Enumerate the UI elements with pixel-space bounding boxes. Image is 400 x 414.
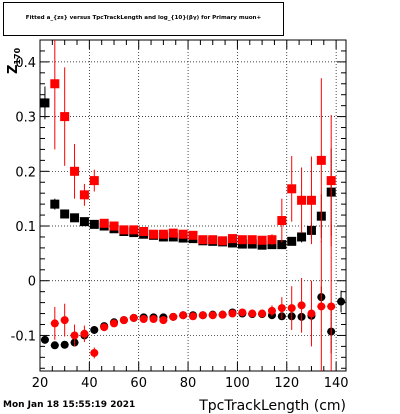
- x-tick-label: 40: [81, 376, 98, 391]
- x-tick-label: 100: [225, 376, 250, 391]
- data-point: [287, 236, 297, 246]
- data-point: [297, 195, 307, 205]
- x-tick-label: 140: [324, 376, 349, 391]
- data-point: [89, 176, 99, 186]
- data-point: [149, 229, 159, 239]
- data-point: [119, 316, 128, 325]
- data-point: [337, 297, 346, 306]
- data-point: [257, 235, 267, 245]
- y-tick-label: 0.4: [15, 56, 36, 71]
- data-point: [327, 302, 336, 311]
- data-point: [277, 304, 286, 313]
- data-point: [257, 240, 267, 250]
- data-point: [227, 234, 237, 244]
- data-point: [179, 311, 188, 320]
- plot-frame: [39, 39, 347, 372]
- data-point: [50, 199, 60, 209]
- data-point: [50, 319, 59, 328]
- data-point: [169, 312, 178, 321]
- series-3: [50, 224, 336, 371]
- data-point: [247, 235, 257, 245]
- data-point: [178, 229, 188, 239]
- data-point: [297, 232, 307, 242]
- series-1: [50, 40, 336, 247]
- data-point: [60, 209, 70, 219]
- y-axis-label-text: Z170: [6, 47, 22, 74]
- timestamp: Mon Jan 18 15:55:19 2021: [3, 400, 136, 410]
- data-point: [306, 195, 316, 205]
- data-point: [228, 309, 237, 318]
- data-point: [237, 235, 247, 245]
- data-point: [218, 236, 228, 246]
- x-axis-label: TpcTrackLength (cm): [198, 398, 346, 414]
- data-point: [60, 316, 69, 325]
- data-point: [119, 225, 129, 235]
- data-point: [267, 235, 277, 245]
- data-point: [248, 309, 257, 318]
- x-tick-label: 20: [32, 376, 49, 391]
- data-point: [218, 310, 227, 319]
- data-point: [267, 306, 276, 315]
- data-point: [317, 302, 326, 311]
- title-box: Fitted a_{zs} versus TpcTrackLength and …: [3, 2, 284, 36]
- data-point: [129, 225, 139, 235]
- data-point: [139, 315, 148, 324]
- data-point: [90, 348, 99, 357]
- data-point: [99, 218, 109, 228]
- data-point: [158, 229, 168, 239]
- y-tick-label: 0.3: [15, 111, 36, 126]
- data-point: [70, 166, 80, 176]
- data-point: [287, 304, 296, 313]
- y-tick-label: 0: [28, 275, 36, 290]
- y-tick-label: 0.2: [15, 165, 36, 180]
- data-point: [70, 331, 79, 340]
- data-point: [139, 226, 149, 236]
- data-point: [287, 184, 297, 194]
- data-point: [238, 308, 247, 317]
- data-point: [277, 216, 287, 226]
- data-point: [40, 335, 49, 344]
- data-point: [297, 301, 306, 310]
- data-point: [79, 217, 89, 227]
- y-axis-label: Z170: [6, 47, 22, 74]
- data-point: [168, 228, 178, 238]
- data-point: [50, 79, 60, 89]
- grid-layer: [40, 40, 346, 371]
- chart-title: Fitted a_{zs} versus TpcTrackLength and …: [25, 15, 262, 21]
- data-point: [159, 316, 168, 325]
- data-point: [50, 341, 59, 350]
- data-point: [149, 315, 158, 324]
- data-point: [189, 312, 197, 321]
- x-tick-label: 120: [274, 376, 299, 391]
- data-point: [129, 313, 138, 322]
- data-point: [79, 190, 89, 200]
- y-tick-label: 0.1: [15, 220, 36, 235]
- data-point: [277, 240, 287, 250]
- data-point: [316, 155, 326, 165]
- data-point: [188, 230, 198, 240]
- data-point: [198, 311, 207, 320]
- data-point: [60, 340, 69, 349]
- data-point: [326, 176, 336, 186]
- data-layer: [40, 40, 346, 371]
- data-point: [80, 329, 89, 338]
- data-point: [258, 309, 267, 318]
- data-point: [100, 323, 109, 332]
- data-point: [110, 319, 119, 328]
- data-point: [70, 213, 80, 223]
- data-point: [90, 325, 99, 334]
- data-point: [89, 219, 99, 229]
- x-tick-label: 80: [180, 376, 197, 391]
- data-point: [60, 112, 70, 122]
- x-tick-label: 60: [130, 376, 147, 391]
- data-point: [109, 221, 119, 231]
- data-point: [40, 98, 50, 108]
- data-point: [307, 309, 316, 318]
- y-tick-label: -0.1: [11, 329, 36, 344]
- data-point: [208, 311, 217, 320]
- data-point: [208, 235, 218, 245]
- data-point: [198, 235, 208, 245]
